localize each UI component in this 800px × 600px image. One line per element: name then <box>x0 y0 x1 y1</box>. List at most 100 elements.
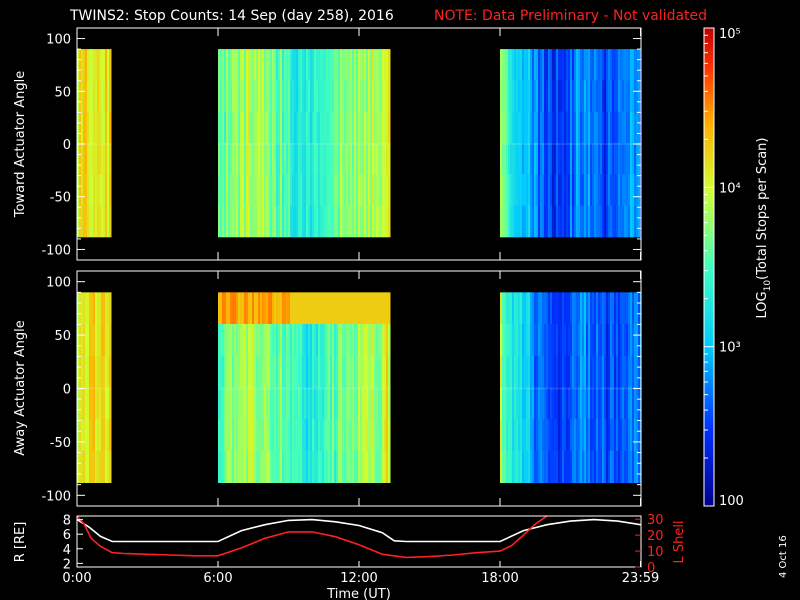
heatmap-cell <box>562 324 565 357</box>
heatmap-cell <box>544 387 547 420</box>
heatmap-cell <box>105 355 108 388</box>
heatmap-cell <box>316 419 319 452</box>
heatmap-cell <box>576 174 579 207</box>
heatmap-cell <box>558 450 561 483</box>
heatmap-cell <box>290 292 293 325</box>
heatmap-cell <box>550 49 553 81</box>
heatmap-cell <box>602 387 605 420</box>
heatmap-cell <box>342 205 345 238</box>
heatmap-cell <box>220 355 223 388</box>
heatmap-cell <box>276 80 279 113</box>
heatmap-cell <box>598 292 601 325</box>
heatmap-cell <box>342 111 345 144</box>
heatmap-cell <box>616 292 619 325</box>
heatmap-cell <box>550 324 553 357</box>
heatmap-cell <box>256 142 259 175</box>
heatmap-cell <box>534 324 537 357</box>
heatmap-cell <box>93 419 96 452</box>
heatmap-cell <box>294 142 297 175</box>
heatmap-cell <box>520 292 523 325</box>
heatmap-cell <box>600 292 603 325</box>
heatmap-cell <box>626 324 629 357</box>
heatmap-cell <box>546 174 549 207</box>
heatmap-cell <box>268 142 271 175</box>
heatmap-cell <box>332 174 335 207</box>
heatmap-cell <box>280 387 283 420</box>
heatmap-cell <box>598 80 601 113</box>
heatmap-cell <box>384 142 387 175</box>
heatmap-cell <box>95 387 98 420</box>
heatmap-cell <box>562 450 565 483</box>
heatmap-cell <box>246 111 249 144</box>
heatmap-cell <box>562 80 565 113</box>
heatmap-cell <box>250 419 253 452</box>
heatmap-cell <box>302 355 305 388</box>
heatmap-cell <box>99 111 102 144</box>
heatmap-cell <box>376 49 379 81</box>
heatmap-cell <box>228 292 231 325</box>
heatmap-cell <box>628 80 631 113</box>
heatmap-cell <box>606 80 609 113</box>
heatmap-cell <box>282 111 285 144</box>
heatmap-cell <box>546 49 549 81</box>
heatmap-cell <box>256 387 259 420</box>
heatmap-cell <box>254 387 257 420</box>
heatmap-cell <box>376 292 379 325</box>
heatmap-cell <box>500 292 503 325</box>
heatmap-cell <box>544 450 547 483</box>
heatmap-cell <box>89 80 92 113</box>
heatmap-cell <box>240 419 243 452</box>
heatmap-cell <box>105 142 108 175</box>
x-tick-label: 12:00 <box>340 571 377 586</box>
heatmap-cell <box>298 174 301 207</box>
heatmap-cell <box>296 387 299 420</box>
heatmap-cell <box>228 49 231 81</box>
heatmap-cell <box>87 387 90 420</box>
heatmap-cell <box>280 49 283 81</box>
heatmap-cell <box>584 205 587 238</box>
heatmap-cell <box>264 80 267 113</box>
heatmap-cell <box>520 111 523 144</box>
heatmap-cell <box>330 49 333 81</box>
heatmap-cell <box>332 142 335 175</box>
heatmap-cell <box>548 419 551 452</box>
heatmap-cell <box>516 111 519 144</box>
heatmap-cell <box>288 355 291 388</box>
heatmap-cell <box>81 387 84 420</box>
heatmap-cell <box>262 450 265 483</box>
heatmap-cell <box>258 387 261 420</box>
heatmap-cell <box>638 80 641 113</box>
heatmap-cell <box>578 111 581 144</box>
heatmap-cell <box>290 49 293 81</box>
heatmap-cell <box>308 324 311 357</box>
heatmap-cell <box>105 387 108 420</box>
heatmap-cell <box>358 387 361 420</box>
heatmap-cell <box>356 174 359 207</box>
heatmap-cell <box>248 174 251 207</box>
heatmap-cell <box>516 205 519 238</box>
heatmap-cell <box>232 49 235 81</box>
heatmap-cell <box>638 419 641 452</box>
heatmap-cell <box>586 205 589 238</box>
heatmap-cell <box>316 387 319 420</box>
heatmap-cell <box>606 142 609 175</box>
heatmap-cell <box>522 49 525 81</box>
heatmap-cell <box>500 80 503 113</box>
heatmap-cell <box>624 49 627 81</box>
heatmap-cell <box>614 205 617 238</box>
heatmap-cell <box>224 292 227 325</box>
heatmap-cell <box>610 387 613 420</box>
heatmap-cell <box>320 387 323 420</box>
heatmap-cell <box>250 387 253 420</box>
heatmap-cell <box>532 111 535 144</box>
heatmap-cell <box>508 80 511 113</box>
heatmap-cell <box>79 292 82 325</box>
heatmap-cell <box>218 80 221 113</box>
heatmap-cell <box>248 387 251 420</box>
heatmap-cell <box>258 419 261 452</box>
heatmap-cell <box>586 49 589 81</box>
heatmap-cell <box>382 205 385 238</box>
heatmap-cell <box>364 419 367 452</box>
heatmap-cell <box>604 450 607 483</box>
heatmap-cell <box>103 450 106 483</box>
